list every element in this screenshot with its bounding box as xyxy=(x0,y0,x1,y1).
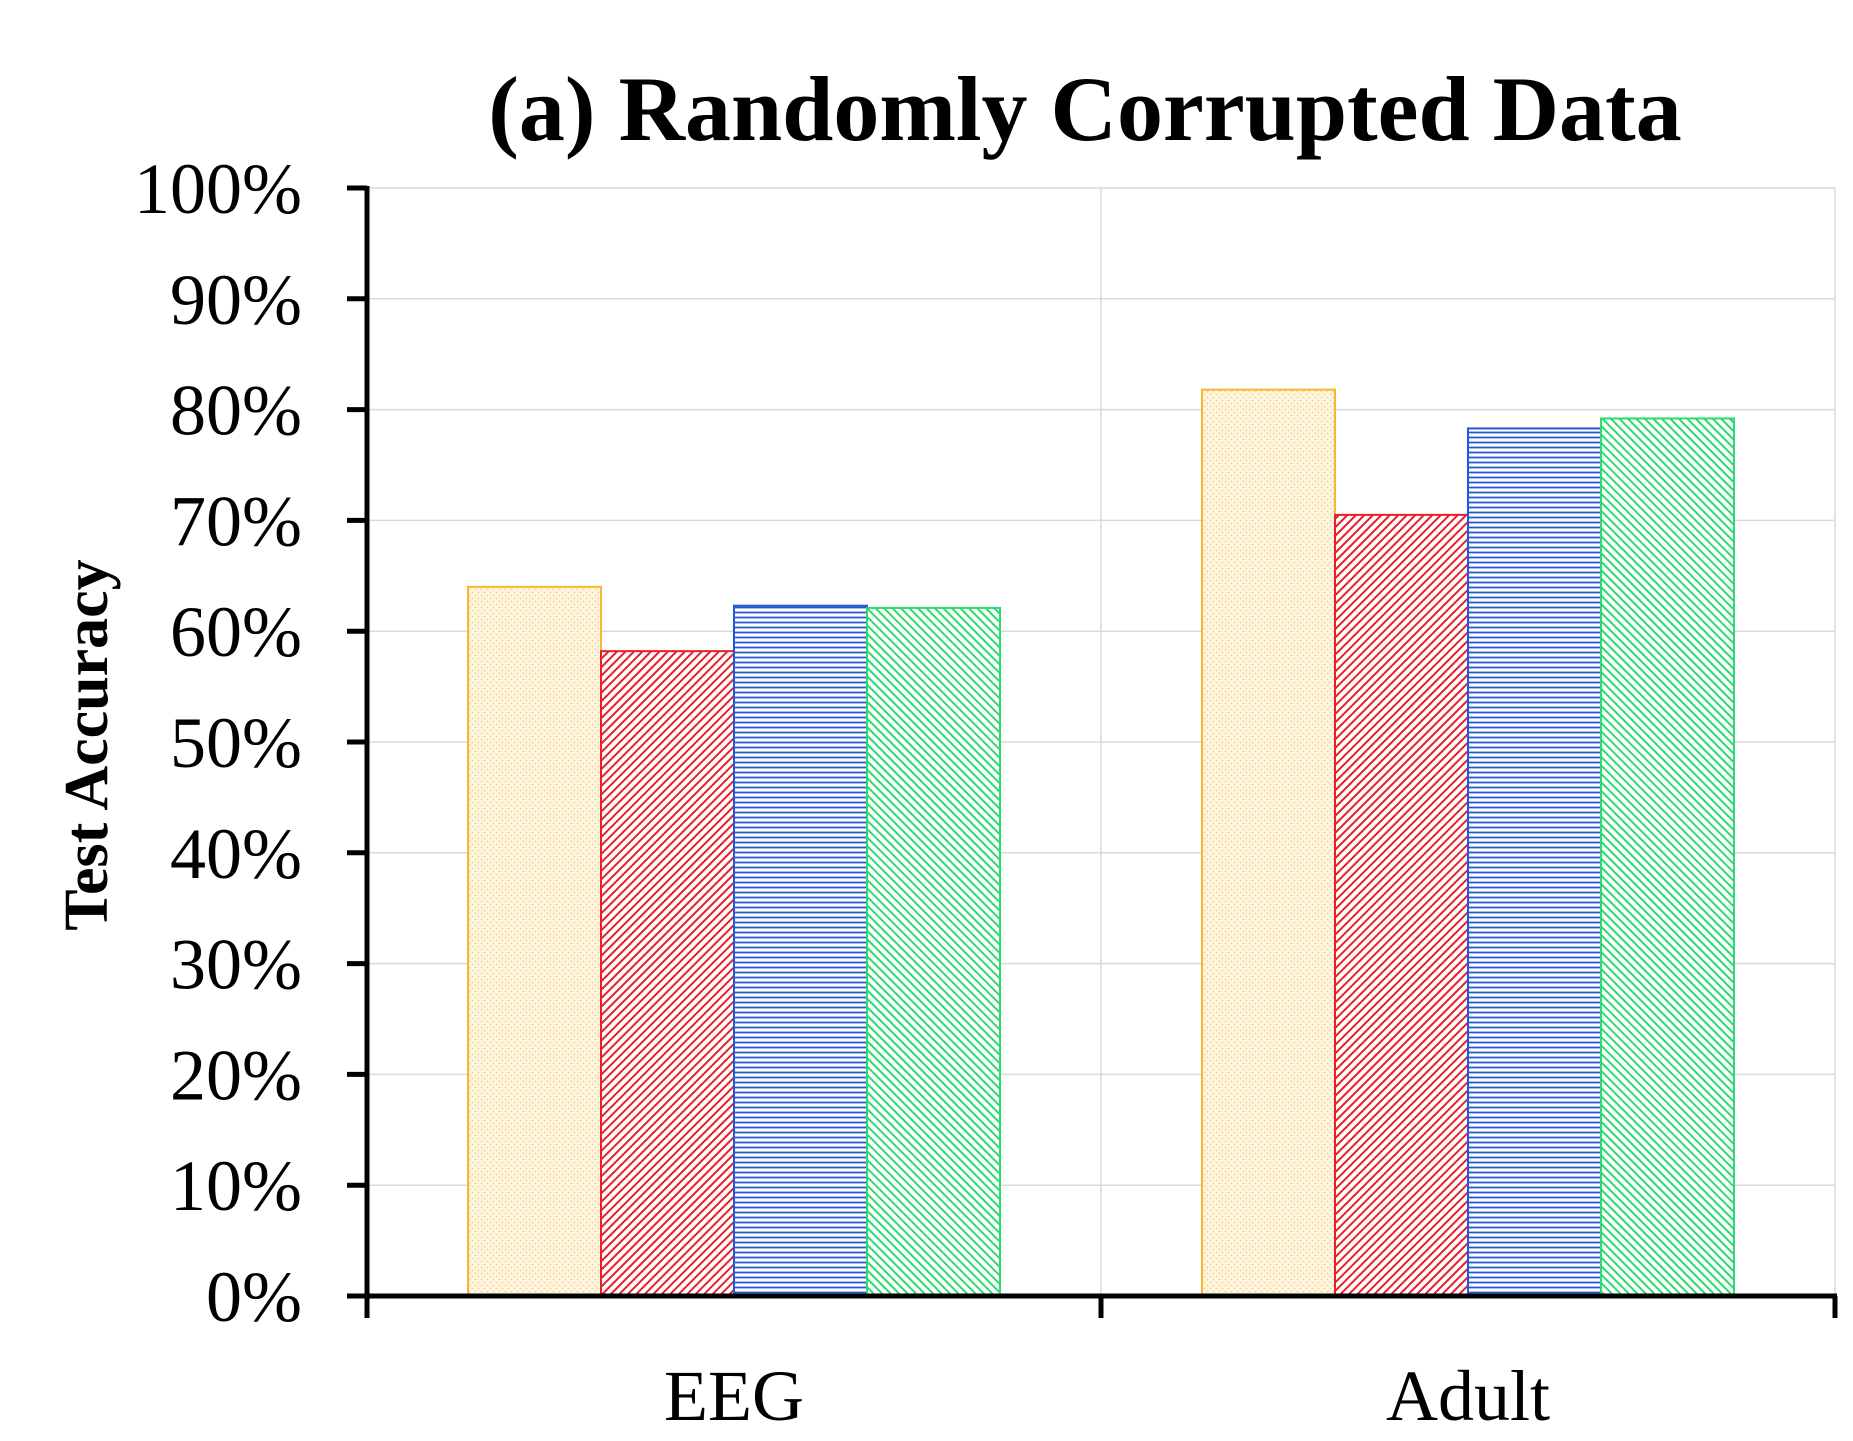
x-tick-label: EEG xyxy=(664,1356,804,1436)
bar-adult-series-3 xyxy=(1467,427,1602,1298)
bar-adult-series-2 xyxy=(1334,513,1469,1297)
y-tick-label: 30% xyxy=(170,925,302,1005)
y-tick-label: 20% xyxy=(170,1035,302,1115)
bar-eeg-series-2 xyxy=(600,650,735,1297)
bar-adult-series-4 xyxy=(1600,417,1735,1297)
y-tick-label: 90% xyxy=(170,260,302,340)
bars xyxy=(467,388,1735,1298)
y-tick-label: 10% xyxy=(170,1146,302,1226)
y-tick-label: 100% xyxy=(134,149,302,229)
bar-adult-series-1 xyxy=(1201,388,1336,1297)
y-tick-label: 0% xyxy=(206,1257,302,1337)
bar-eeg-series-3 xyxy=(733,604,868,1297)
y-tick-label: 70% xyxy=(170,481,302,561)
y-tick-label: 60% xyxy=(170,592,302,672)
y-tick-label: 40% xyxy=(170,814,302,894)
axes xyxy=(347,185,1838,1318)
bar-eeg-series-4 xyxy=(866,606,1001,1297)
bar-eeg-series-1 xyxy=(467,585,602,1297)
y-axis-label: Test Accuracy xyxy=(53,559,121,930)
y-tick-label: 50% xyxy=(170,703,302,783)
x-tick-label: Adult xyxy=(1386,1356,1550,1436)
chart-title: (a) Randomly Corrupted Data xyxy=(488,58,1681,160)
y-tick-label: 80% xyxy=(170,371,302,451)
labels: (a) Randomly Corrupted Data Test Accurac… xyxy=(53,58,1682,1436)
